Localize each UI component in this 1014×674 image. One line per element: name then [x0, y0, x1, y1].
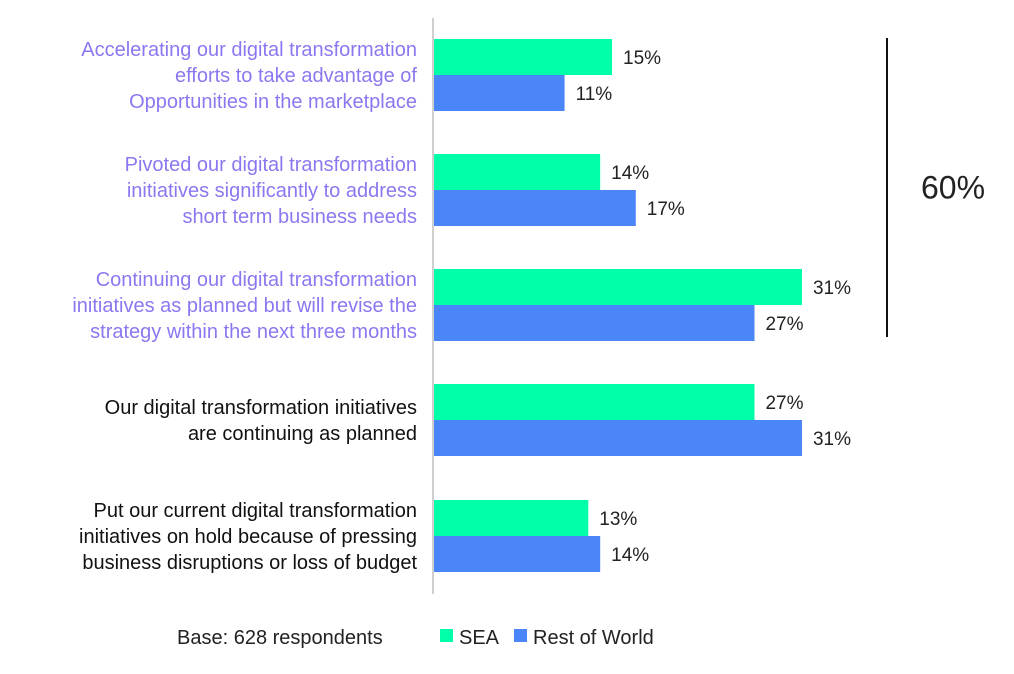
bar-rest-of-world-3	[434, 420, 802, 456]
value-labels: 15% 11% 14% 17% 31% 27% 27% 31% 13% 14%	[576, 48, 852, 566]
category-label-4: Put our current digital transformation in…	[79, 500, 417, 574]
bar-sea-2	[434, 269, 802, 305]
legend: Base: 628 respondents SEA Rest of World	[177, 627, 654, 649]
category-label-2: Continuing our digital transformation ini…	[72, 269, 417, 343]
legend-label-sea: SEA	[459, 627, 500, 649]
bar-rest-of-world-0	[434, 75, 565, 111]
legend-label-rest-of-world: Rest of World	[533, 627, 654, 649]
category-label-0: Accelerating our digital transformation e…	[81, 39, 417, 113]
category-labels: Accelerating our digital transformation e…	[72, 39, 417, 574]
value-label-rest-of-world-3: 31%	[813, 429, 851, 450]
base-note: Base: 628 respondents	[177, 627, 383, 649]
value-label-rest-of-world-0: 11%	[576, 84, 613, 105]
value-label-rest-of-world-4: 14%	[611, 545, 649, 566]
bar-sea-1	[434, 154, 601, 190]
category-label-3: Our digital transformation initiatives ar…	[105, 397, 417, 445]
legend-swatch-sea	[440, 629, 453, 642]
value-label-sea-4: 13%	[599, 509, 637, 530]
total-annotation: 60%	[921, 170, 985, 206]
value-label-sea-1: 14%	[611, 163, 649, 184]
value-label-rest-of-world-1: 17%	[647, 199, 685, 220]
bar-sea-4	[434, 500, 589, 536]
bar-rest-of-world-4	[434, 536, 601, 572]
value-label-sea-3: 27%	[765, 393, 803, 414]
bars	[434, 39, 802, 572]
value-label-sea-2: 31%	[813, 278, 851, 299]
category-label-1: Pivoted our digital transformation initia…	[125, 154, 417, 228]
bar-sea-0	[434, 39, 613, 75]
bar-rest-of-world-2	[434, 305, 755, 341]
value-label-sea-0: 15%	[623, 48, 661, 69]
value-label-rest-of-world-2: 27%	[765, 314, 803, 335]
bar-rest-of-world-1	[434, 190, 636, 226]
legend-swatch-rest-of-world	[514, 629, 527, 642]
bar-sea-3	[434, 384, 755, 420]
